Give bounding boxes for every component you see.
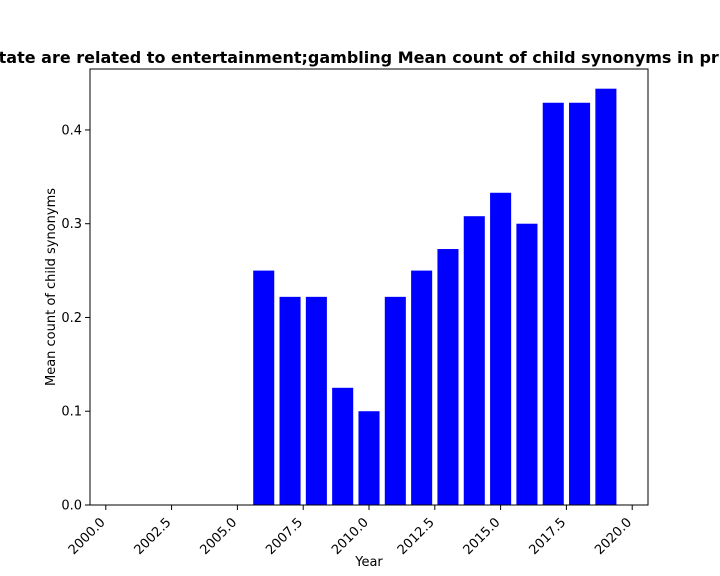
bar-2009: [332, 387, 354, 505]
x-tick-label: 2007.5: [263, 515, 306, 558]
bar-2010: [358, 411, 380, 505]
bar-2017: [542, 102, 564, 505]
y-tick-label: 0.1: [61, 405, 82, 420]
x-tick-label: 2015.0: [461, 515, 504, 558]
x-tick-label: 2017.5: [526, 515, 569, 558]
bars-group: [253, 88, 617, 505]
y-tick-label: 0.4: [61, 123, 82, 138]
y-tick-label: 0.2: [61, 311, 82, 326]
x-axis-label: Year: [354, 555, 383, 570]
bar-2016: [516, 223, 538, 505]
x-tick-label: 2010.0: [329, 515, 372, 558]
x-tick-label: 2002.5: [132, 515, 175, 558]
bar-2018: [569, 102, 591, 505]
bar-2008: [305, 296, 327, 505]
bar-2007: [279, 296, 301, 505]
x-axis: 2000.0 2002.5 2005.0 2007.5 2010.0 2012.5 2015…: [66, 505, 635, 558]
bar-2006: [253, 270, 275, 505]
bar-2014: [463, 216, 485, 505]
x-tick-label: 2005.0: [197, 515, 240, 558]
x-tick-label: 2012.5: [395, 515, 438, 558]
y-axis-label: Mean count of child synonyms: [44, 188, 59, 386]
x-tick-label: 2000.0: [66, 515, 109, 558]
bar-2015: [490, 192, 512, 505]
y-tick-label: 0.3: [61, 217, 82, 232]
bar-2012: [411, 270, 433, 505]
x-tick-label: 2020.0: [592, 515, 635, 558]
y-axis: 0.0 0.1 0.2 0.3 0.4: [61, 123, 90, 514]
bar-2019: [595, 88, 617, 505]
y-tick-label: 0.0: [61, 499, 82, 514]
bar-2011: [384, 296, 406, 505]
chart-title: Apps that state are related to entertain…: [0, 48, 720, 67]
bar-2013: [437, 249, 459, 505]
